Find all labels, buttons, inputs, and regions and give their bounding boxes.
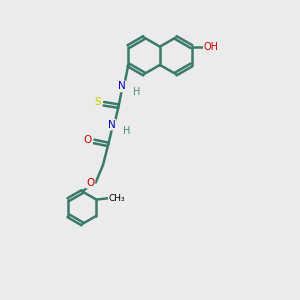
Text: H: H [133, 87, 140, 97]
Text: OH: OH [204, 42, 219, 52]
Text: H: H [123, 126, 130, 136]
Text: N: N [108, 120, 116, 130]
Text: CH₃: CH₃ [109, 194, 125, 202]
Text: S: S [94, 97, 101, 107]
Text: O: O [83, 135, 92, 145]
Text: N: N [118, 81, 125, 92]
Text: O: O [86, 178, 94, 188]
